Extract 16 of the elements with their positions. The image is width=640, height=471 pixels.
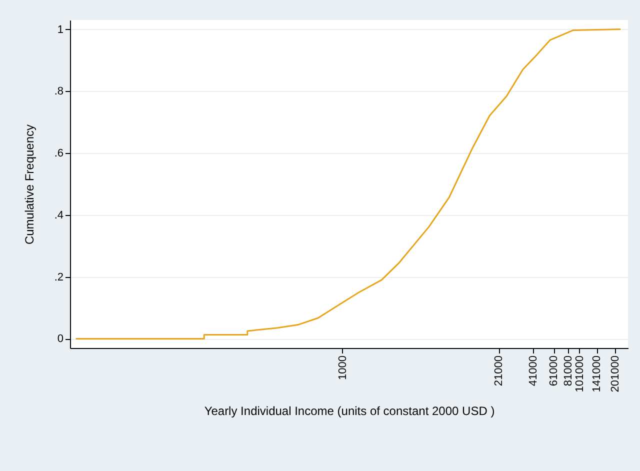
x-tick-label: 21000 [493,356,506,386]
x-tick-label: 1000 [336,356,349,380]
x-tick-label: 141000 [591,356,604,392]
y-tick-label: .6 [54,148,64,160]
y-tick-label: 1 [57,24,64,36]
x-tick-label: 41000 [528,356,540,386]
y-tick-label: .4 [54,209,64,222]
y-tick-label: .2 [54,271,64,284]
x-tick-label: 61000 [548,356,560,386]
y-tick-label: 0 [57,333,64,346]
x-tick-label: 201000 [609,356,622,392]
x-axis-title: Yearly Individual Income (units of constant 2000 USD ) [204,404,495,418]
y-axis-title: Cumulative Frequency [22,124,36,245]
x-tick-label: 101000 [574,356,586,392]
y-tick-label: .8 [54,86,64,98]
x-tick-label: 81000 [562,356,575,386]
